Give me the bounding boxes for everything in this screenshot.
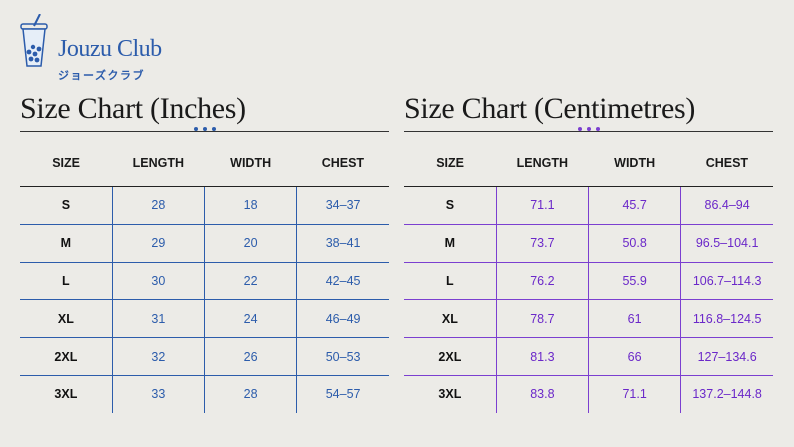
table-row: XL 31 24 46–49 <box>20 299 389 339</box>
table-row: 2XL 32 26 50–53 <box>20 337 389 376</box>
size-chart-centimetres: Size Chart (Centimetres) SIZE LENGTH WID… <box>404 90 773 413</box>
table-row: L 30 22 42–45 <box>20 262 389 301</box>
chest-cell: 38–41 <box>296 224 389 263</box>
brand-logo: Jouzu Club ジョーズクラブ <box>18 14 178 82</box>
inches-title: Size Chart (Inches) <box>20 92 246 125</box>
chest-cell: 116.8–124.5 <box>680 299 773 339</box>
length-cell: 29 <box>111 224 205 263</box>
header-size: SIZE <box>20 156 113 187</box>
chest-cell: 137.2–144.8 <box>680 375 773 413</box>
length-cell: 76.2 <box>495 262 589 301</box>
table-row: S 71.1 45.7 86.4–94 <box>404 186 773 225</box>
centimetres-header-row: SIZE LENGTH WIDTH CHEST <box>404 156 773 187</box>
width-cell: 20 <box>203 224 297 263</box>
length-cell: 81.3 <box>495 337 589 376</box>
chest-cell: 54–57 <box>296 375 389 413</box>
size-chart-inches: Size Chart (Inches) SIZE LENGTH WIDTH CH… <box>20 90 389 413</box>
size-cell: S <box>20 186 113 225</box>
inches-title-rule <box>20 127 389 140</box>
length-cell: 31 <box>111 299 205 339</box>
width-cell: 45.7 <box>587 186 681 225</box>
table-row: 3XL 33 28 54–57 <box>20 375 389 413</box>
chest-cell: 46–49 <box>296 299 389 339</box>
width-cell: 50.8 <box>587 224 681 263</box>
header-length: LENGTH <box>112 156 205 187</box>
size-cell: 2XL <box>20 337 113 376</box>
inches-table: SIZE LENGTH WIDTH CHEST S 28 18 34–37 M … <box>20 156 389 413</box>
length-cell: 73.7 <box>495 224 589 263</box>
table-row: L 76.2 55.9 106.7–114.3 <box>404 262 773 301</box>
header-width: WIDTH <box>588 156 681 187</box>
size-cell: 3XL <box>438 387 462 402</box>
width-cell: 66 <box>587 337 681 376</box>
length-cell: 33 <box>111 375 205 413</box>
header-length: LENGTH <box>496 156 589 187</box>
chest-cell: 86.4–94 <box>680 186 773 225</box>
width-cell: 22 <box>203 262 297 301</box>
table-row: M 73.7 50.8 96.5–104.1 <box>404 224 773 263</box>
width-cell: 61 <box>587 299 681 339</box>
size-cell: M <box>404 224 497 263</box>
brand-name: Jouzu Club <box>58 36 162 62</box>
table-row: 3XL 83.8 71.1 137.2–144.8 <box>404 375 773 413</box>
dots-ornament-icon <box>185 127 224 131</box>
length-cell: 71.1 <box>495 186 589 225</box>
centimetres-title: Size Chart (Centimetres) <box>404 92 696 125</box>
size-cell: XL <box>404 299 497 339</box>
centimetres-title-rule <box>404 127 773 140</box>
chest-cell: 42–45 <box>296 262 389 301</box>
width-cell: 71.1 <box>587 375 681 413</box>
width-cell: 18 <box>203 186 297 225</box>
table-row: M 29 20 38–41 <box>20 224 389 263</box>
length-cell: 28 <box>111 186 205 225</box>
length-cell: 30 <box>111 262 205 301</box>
header-chest: CHEST <box>296 156 389 187</box>
size-cell: XL <box>20 299 113 339</box>
chest-cell: 106.7–114.3 <box>680 262 773 301</box>
chest-cell: 50–53 <box>296 337 389 376</box>
length-cell: 78.7 <box>495 299 589 339</box>
centimetres-table: SIZE LENGTH WIDTH CHEST S 71.1 45.7 86.4… <box>404 156 773 413</box>
bubble-tea-icon <box>20 14 48 67</box>
dots-ornament-icon <box>569 127 608 131</box>
size-cell: L <box>20 262 113 301</box>
header-size: SIZE <box>404 156 497 187</box>
width-cell: 28 <box>203 375 297 413</box>
header-chest: CHEST <box>680 156 773 187</box>
header-width: WIDTH <box>204 156 297 187</box>
width-cell: 24 <box>203 299 297 339</box>
length-cell: 32 <box>111 337 205 376</box>
brand-name-japanese: ジョーズクラブ <box>58 69 145 82</box>
table-row: 2XL 81.3 66 127–134.6 <box>404 337 773 376</box>
width-cell: 26 <box>203 337 297 376</box>
size-cell: 2XL <box>404 337 497 376</box>
chest-cell: 127–134.6 <box>680 337 773 376</box>
width-cell: 55.9 <box>587 262 681 301</box>
size-cell: L <box>404 262 497 301</box>
table-row: S 28 18 34–37 <box>20 186 389 225</box>
chest-cell: 96.5–104.1 <box>680 224 773 263</box>
inches-header-row: SIZE LENGTH WIDTH CHEST <box>20 156 389 187</box>
size-cell: 3XL <box>54 387 78 402</box>
size-cell: S <box>404 186 497 225</box>
table-row: XL 78.7 61 116.8–124.5 <box>404 299 773 339</box>
size-cell: M <box>20 224 113 263</box>
length-cell: 83.8 <box>495 375 589 413</box>
chest-cell: 34–37 <box>296 186 389 225</box>
